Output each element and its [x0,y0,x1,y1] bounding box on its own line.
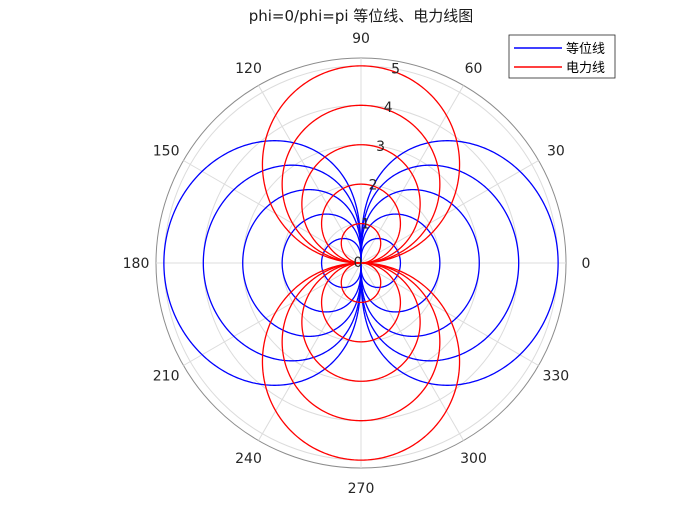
equipotential-curve [163,140,559,386]
field-line-curve [261,65,461,461]
radial-tick-label: 1 [361,216,370,232]
legend-box [508,34,616,79]
angle-tick-label: 300 [460,451,487,467]
series-layer [163,65,559,461]
angle-grid-spoke [183,160,362,264]
angle-grid-spoke [360,160,539,264]
angle-tick-label: 240 [235,451,262,467]
radial-tick-label: 3 [376,139,385,155]
angle-tick-label: 150 [153,144,180,160]
angle-tick-label: 270 [348,481,375,497]
equipotential-curve [202,164,520,362]
angle-grid-spoke [360,262,539,366]
angle-tick-label: 0 [582,256,591,272]
chart-title: phi=0/phi=pi 等位线、电力线图 [249,7,474,25]
legend: 等位线 电力线 [508,34,616,79]
angle-tick-label: 330 [542,369,569,385]
radial-tick-label: 5 [391,62,400,78]
equipotential-curve [320,237,402,289]
angle-tick-label: 210 [153,369,180,385]
radial-tick-label: 2 [369,178,378,194]
radial-tick-label: 0 [354,255,363,271]
legend-label-field: 电力线 [566,61,605,76]
angle-grid-spoke [183,262,362,366]
legend-label-equipotential: 等位线 [566,41,605,57]
angle-tick-label: 180 [123,256,150,272]
equipotential-curve [242,188,480,338]
radial-tick-labels: 0 1 2 3 4 5 [354,62,401,271]
angle-tick-label: 90 [352,31,370,47]
equipotential-curve [281,213,441,313]
angle-tick-label: 30 [547,144,565,160]
angle-tick-label: 60 [465,61,483,77]
radial-tick-label: 4 [384,100,393,116]
angle-tick-label: 120 [235,61,262,77]
